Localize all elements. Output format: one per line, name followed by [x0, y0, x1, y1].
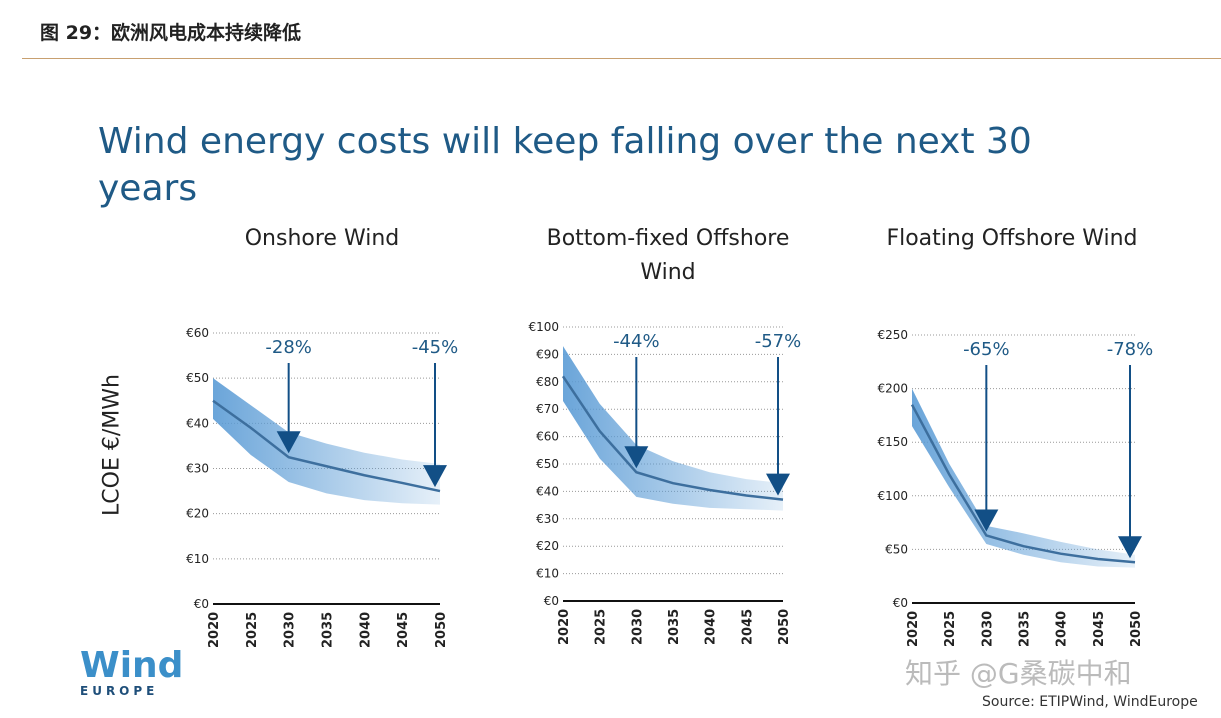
x-tick-label: 2035: [667, 609, 682, 645]
y-tick-label: €200: [877, 382, 908, 396]
x-tick-label: 2025: [943, 611, 958, 647]
y-tick-label: €90: [536, 347, 559, 361]
x-tick-label: 2050: [1129, 611, 1144, 647]
arrow-head: [1118, 536, 1142, 559]
uncertainty-band: [912, 388, 1135, 568]
x-tick-label: 2045: [740, 609, 755, 645]
uncertainty-band: [213, 378, 440, 505]
figure-caption: 图 29：欧洲风电成本持续降低: [40, 22, 302, 44]
x-tick-label: 2040: [358, 612, 373, 648]
y-tick-label: €250: [877, 328, 908, 342]
y-tick-label: €70: [536, 402, 559, 416]
x-tick-label: 2030: [283, 612, 298, 648]
arrow-head: [423, 465, 447, 488]
y-tick-label: €30: [186, 462, 209, 476]
y-tick-label: €100: [528, 320, 559, 334]
y-tick-label: €20: [186, 507, 209, 521]
y-tick-label: €80: [536, 375, 559, 389]
chart-2: €0 €50 €100 €150 €200 €250 2020 2025 2030 2035 204…: [877, 328, 1153, 647]
windeurope-logo: Wind EUROPE: [80, 645, 184, 699]
x-tick-label: 2045: [396, 612, 411, 648]
y-tick-label: €40: [186, 416, 209, 430]
x-tick-label: 2035: [1018, 611, 1033, 647]
source-note: Source: ETIPWind, WindEurope: [982, 694, 1198, 710]
reduction-label: -78%: [1107, 339, 1154, 360]
central-line: [561, 375, 784, 501]
x-tick-label: 2050: [777, 609, 792, 645]
x-tick-label: 2050: [434, 612, 449, 648]
logo-main: Wind: [80, 645, 184, 686]
y-tick-label: €0: [893, 596, 908, 610]
chart-0: €0 €10 €20 €30 €40 €50 €60 2020 2025 2030 2035 2040…: [186, 326, 458, 648]
x-tick-label: 2045: [1092, 611, 1107, 647]
chart-title-onshore: Onshore Wind: [244, 226, 400, 251]
chart-title-bottom-fixed: Bottom-fixed Offshore Wind: [546, 226, 790, 285]
y-tick-label: €0: [544, 594, 559, 608]
watermark: 知乎 @G桑碳中和: [905, 657, 1132, 690]
x-tick-label: 2030: [630, 609, 645, 645]
y-tick-label: €20: [536, 539, 559, 553]
y-tick-label: €10: [536, 567, 559, 581]
y-tick-label: €50: [186, 371, 209, 385]
arrow-head: [624, 446, 649, 469]
y-tick-label: €150: [877, 435, 908, 449]
chart-title-floating: Floating Offshore Wind: [886, 226, 1138, 251]
y-tick-label: €60: [536, 430, 559, 444]
arrow-head: [276, 431, 301, 454]
logo-sub: EUROPE: [80, 684, 159, 698]
central-line: [910, 404, 1136, 564]
x-tick-label: 2040: [1055, 611, 1070, 647]
central-line: [212, 399, 441, 493]
y-tick-label: €50: [536, 457, 559, 471]
uncertainty-band: [563, 346, 783, 511]
reduction-label: -65%: [963, 339, 1010, 360]
y-tick-label: €60: [186, 326, 209, 340]
reduction-label: -57%: [755, 331, 802, 352]
headline: Wind energy costs will keep falling over…: [98, 121, 1032, 209]
y-tick-label: €100: [877, 489, 908, 503]
y-tick-label: €0: [194, 597, 209, 611]
x-tick-label: 2025: [245, 612, 260, 648]
arrow-head: [974, 509, 999, 532]
chart-1: €0 €10 €20 €30 €40 €50 €60 €70 €80 €90 €100 2020 202…: [528, 320, 801, 645]
x-tick-label: 2030: [980, 611, 995, 647]
reduction-label: -44%: [613, 331, 660, 352]
x-tick-label: 2020: [207, 612, 222, 648]
x-tick-label: 2040: [704, 609, 719, 645]
arrow-head: [766, 473, 790, 496]
x-tick-label: 2020: [906, 611, 921, 647]
x-tick-label: 2035: [321, 612, 336, 648]
reduction-label: -28%: [265, 337, 312, 358]
x-tick-label: 2020: [557, 609, 572, 645]
y-tick-label: €10: [186, 552, 209, 566]
x-tick-label: 2025: [594, 609, 609, 645]
divider: [22, 58, 1221, 59]
y-tick-label: €40: [536, 484, 559, 498]
reduction-label: -45%: [412, 337, 459, 358]
y-tick-label: €30: [536, 512, 559, 526]
y-tick-label: €50: [885, 542, 908, 556]
